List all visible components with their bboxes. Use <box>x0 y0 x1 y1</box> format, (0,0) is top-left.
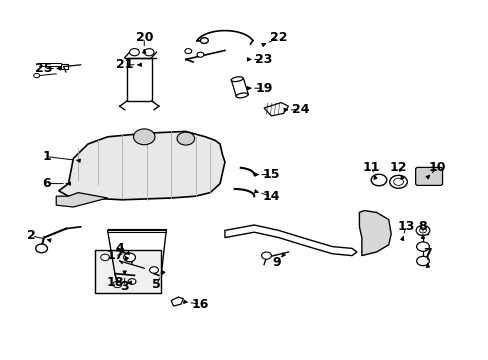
Text: 18: 18 <box>106 276 123 289</box>
Text: 6: 6 <box>42 177 51 190</box>
Circle shape <box>128 279 136 284</box>
Circle shape <box>200 38 208 44</box>
Text: 19: 19 <box>255 82 272 95</box>
Ellipse shape <box>231 77 243 82</box>
Circle shape <box>113 281 122 288</box>
Text: 17: 17 <box>106 249 123 262</box>
Circle shape <box>149 267 158 273</box>
Polygon shape <box>59 131 224 200</box>
Circle shape <box>133 129 155 145</box>
Text: 7: 7 <box>423 247 431 260</box>
Text: 20: 20 <box>135 31 153 44</box>
Text: 16: 16 <box>191 298 209 311</box>
Circle shape <box>123 253 135 262</box>
Circle shape <box>415 225 429 235</box>
Text: 13: 13 <box>396 220 414 233</box>
Text: 25: 25 <box>35 62 53 75</box>
Circle shape <box>34 73 40 78</box>
Circle shape <box>370 174 386 186</box>
Circle shape <box>197 52 203 57</box>
Text: 8: 8 <box>418 220 427 233</box>
Circle shape <box>144 49 154 56</box>
Text: 21: 21 <box>116 58 133 71</box>
Text: 24: 24 <box>291 103 309 116</box>
Text: 22: 22 <box>269 31 287 44</box>
Text: 10: 10 <box>428 161 446 174</box>
Text: 2: 2 <box>27 229 36 242</box>
Text: 11: 11 <box>362 161 380 174</box>
Text: 5: 5 <box>152 278 161 291</box>
Text: 4: 4 <box>115 242 124 255</box>
Circle shape <box>389 175 407 188</box>
Polygon shape <box>56 193 107 207</box>
Circle shape <box>261 252 271 259</box>
Ellipse shape <box>236 93 247 98</box>
Text: 12: 12 <box>389 161 407 174</box>
Text: 23: 23 <box>255 53 272 66</box>
Text: 3: 3 <box>120 280 129 293</box>
Circle shape <box>419 228 426 233</box>
Circle shape <box>184 49 191 54</box>
Circle shape <box>416 256 428 266</box>
Text: 1: 1 <box>42 150 51 163</box>
Circle shape <box>393 178 403 185</box>
FancyBboxPatch shape <box>415 167 442 185</box>
Bar <box>95 250 161 293</box>
Text: 14: 14 <box>262 190 280 203</box>
Text: 15: 15 <box>262 168 280 181</box>
Text: 9: 9 <box>271 256 280 269</box>
Circle shape <box>36 244 47 253</box>
Circle shape <box>101 254 109 261</box>
Circle shape <box>129 49 139 56</box>
Circle shape <box>416 242 428 251</box>
Polygon shape <box>359 211 390 256</box>
Circle shape <box>177 132 194 145</box>
